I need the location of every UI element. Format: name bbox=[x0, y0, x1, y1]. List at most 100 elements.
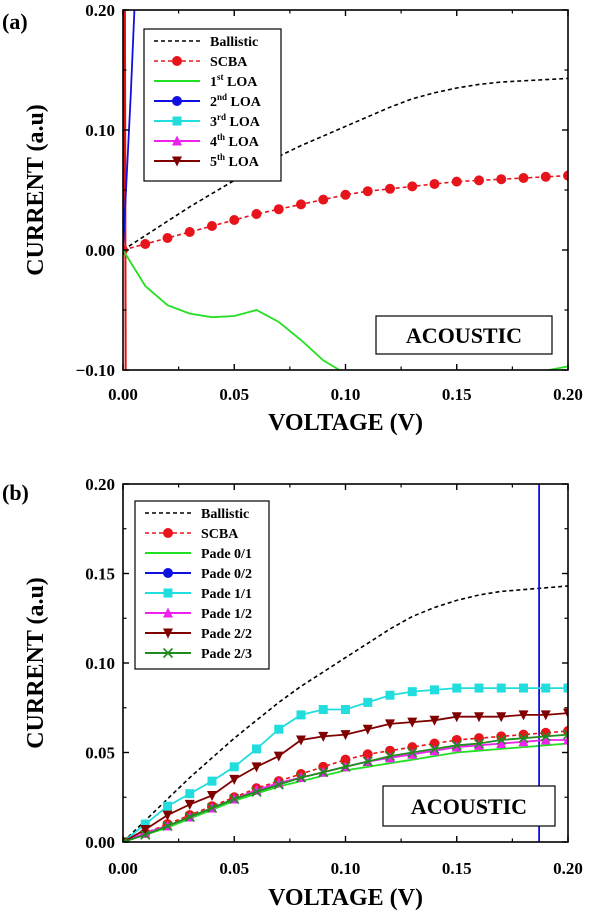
panel-b-xtick-label: 0.10 bbox=[331, 859, 361, 878]
panel-a-legend-entry-3rd-loa: 3rd LOA bbox=[154, 112, 261, 130]
panel-a-legend-entry-4th-loa: 4th LOA bbox=[154, 132, 260, 150]
panel-b-point-pade-2-3 bbox=[251, 786, 262, 797]
panel-b-legend-marker bbox=[162, 647, 174, 659]
panel-b-point-pade-2-2 bbox=[451, 712, 462, 723]
panel-b-legend-label: Pade 1/1 bbox=[201, 587, 252, 602]
panel-a-legend-marker bbox=[172, 156, 182, 167]
panel-b-point-pade-1-1 bbox=[407, 687, 417, 697]
panel-a: (a) 0.00 0.05 0.10 0.15 0.20 −0.10 0.00 0.10 0.20… bbox=[2, 1, 583, 436]
panel-a-label: (a) bbox=[2, 9, 28, 34]
panel-b-series-pade-1-1 bbox=[123, 683, 568, 842]
panel-a-xtick-label: 0.10 bbox=[331, 385, 361, 404]
panel-a-point-scba bbox=[273, 204, 284, 215]
panel-b-legend-label: Pade 1/2 bbox=[201, 607, 252, 622]
panel-b-point-pade-2-3 bbox=[496, 734, 507, 746]
panel-a-point-scba bbox=[140, 239, 151, 249]
panel-b-point-pade-2-2 bbox=[540, 710, 551, 721]
panel-b-legend-entry-pade-1-1: Pade 1/1 bbox=[145, 587, 252, 602]
panel-a-line-ballistic bbox=[123, 77, 568, 251]
panel-b-point-pade-2-3 bbox=[318, 767, 329, 778]
panel-a-legend-marker bbox=[172, 116, 182, 126]
panel-a-legend-label: 1st LOA bbox=[210, 72, 258, 90]
panel-b-series-pade-2-2 bbox=[123, 708, 568, 842]
panel-b-point-pade-2-3 bbox=[206, 802, 218, 814]
panel-b-series-pade-2-3 bbox=[123, 729, 568, 842]
panel-b-point-pade-1-2 bbox=[496, 738, 507, 749]
panel-a-point-scba bbox=[207, 221, 217, 231]
panel-a-point-scba bbox=[162, 233, 173, 243]
panel-b-legend-entry-scba: SCBA bbox=[145, 527, 239, 542]
panel-b-legend-marker bbox=[163, 628, 173, 639]
panel-b-point-pade-1-2 bbox=[451, 741, 462, 752]
panel-b-point-pade-1-1 bbox=[252, 744, 261, 754]
panel-a-legend-marker bbox=[172, 56, 182, 66]
panel-b-point-pade-2-2 bbox=[273, 751, 284, 762]
panel-b-point-pade-2-2 bbox=[385, 719, 395, 730]
panel-a-point-scba bbox=[229, 215, 240, 225]
panel-b-point-pade-1-1 bbox=[163, 801, 172, 811]
panel-b-point-pade-2-2 bbox=[362, 724, 373, 735]
panel-a-point-scba bbox=[184, 227, 195, 237]
panel-a-series-2nd-loa bbox=[123, 10, 136, 251]
panel-b-point-pade-2-2 bbox=[251, 762, 262, 773]
panel-b-point-pade-1-2 bbox=[385, 752, 395, 763]
panel-b-legend-entry-pade-0-2: Pade 0/2 bbox=[145, 567, 252, 582]
panel-a-legend-entry-5th-loa: 5th LOA bbox=[154, 152, 260, 170]
panel-b-point-pade-1-2 bbox=[407, 748, 418, 759]
panel-b-annotation-box bbox=[382, 785, 556, 827]
panel-b-legend-label: SCBA bbox=[201, 527, 239, 542]
panel-a-legend-box bbox=[143, 28, 282, 182]
panel-b-point-pade-1-1 bbox=[563, 683, 568, 693]
panel-b-ytick-label: 0.00 bbox=[85, 833, 115, 852]
panel-b-point-pade-2-2 bbox=[229, 774, 240, 785]
panel-b-point-pade-2-3 bbox=[340, 761, 351, 772]
panel-b-point-pade-2-3 bbox=[562, 729, 568, 740]
panel-b: (b) 0.00 0.05 0.10 0.15 0.20 0.00 0.05 0.10 0.15 0… bbox=[2, 475, 583, 911]
panel-b-point-pade-2-2 bbox=[340, 730, 351, 741]
panel-b-point-pade-2-3 bbox=[429, 743, 440, 754]
panel-b-point-pade-1-2 bbox=[429, 745, 440, 756]
panel-b-xtick-label: 0.00 bbox=[108, 859, 138, 878]
panel-a-ytick-label: 0.10 bbox=[85, 121, 115, 140]
panel-a-legend-label: SCBA bbox=[210, 55, 248, 70]
panel-b-ytick-label: 0.05 bbox=[85, 744, 115, 763]
panel-b-point-pade-1-1 bbox=[474, 683, 484, 693]
panel-a-legend-marker bbox=[172, 96, 182, 106]
panel-a-legend-label: 3rd LOA bbox=[210, 112, 261, 130]
panel-a-xtick-label: 0.00 bbox=[108, 385, 138, 404]
panel-b-line-scba bbox=[123, 730, 568, 842]
panel-b-legend-marker bbox=[163, 588, 173, 598]
panel-b-y-axis-title: CURRENT (a.u) bbox=[23, 577, 49, 749]
panel-a-point-scba bbox=[318, 194, 329, 205]
panel-a-legend: Ballistic SCBA 1st LOA 2nd LOA 3rd LOA 4th LO… bbox=[143, 28, 282, 182]
panel-b-legend-label: Ballistic bbox=[201, 507, 249, 522]
panel-b-point-pade-1-1 bbox=[541, 683, 551, 693]
panel-b-point-pade-2-2 bbox=[318, 731, 329, 742]
panel-a-legend-label: Ballistic bbox=[210, 35, 258, 50]
panel-b-legend-marker bbox=[163, 528, 173, 538]
panel-b-x-axis-title: VOLTAGE (V) bbox=[268, 885, 423, 911]
panel-b-point-pade-2-3 bbox=[451, 740, 462, 751]
panel-b-point-pade-2-2 bbox=[474, 712, 484, 723]
panel-a-line-scba bbox=[123, 174, 568, 251]
panel-a-point-scba bbox=[362, 186, 373, 197]
panel-b-legend-entry-ballistic: Ballistic bbox=[145, 507, 249, 522]
panel-b-point-pade-2-2 bbox=[140, 824, 151, 835]
panel-b-point-pade-1-1 bbox=[140, 819, 150, 829]
panel-b-point-pade-1-1 bbox=[363, 697, 373, 707]
panel-b-label: (b) bbox=[2, 480, 29, 505]
panel-a-annotation-box bbox=[375, 315, 553, 355]
panel-b-point-pade-1-1 bbox=[452, 683, 462, 693]
panel-b-legend-label: Pade 2/2 bbox=[201, 627, 252, 642]
panel-b-point-pade-2-2 bbox=[162, 810, 173, 821]
panel-a-point-scba bbox=[296, 199, 306, 210]
panel-a-point-scba bbox=[540, 171, 551, 182]
panel-a-annotation: ACOUSTIC bbox=[375, 315, 553, 355]
panel-b-point-pade-1-1 bbox=[385, 690, 395, 700]
panel-b-point-pade-2-3 bbox=[407, 747, 418, 758]
panel-b-point-pade-2-3 bbox=[273, 779, 284, 790]
panel-a-point-scba bbox=[251, 209, 262, 219]
panel-b-legend-marker bbox=[163, 568, 173, 578]
panel-b-point-pade-1-1 bbox=[519, 683, 528, 693]
panel-a-point-scba bbox=[563, 170, 568, 181]
